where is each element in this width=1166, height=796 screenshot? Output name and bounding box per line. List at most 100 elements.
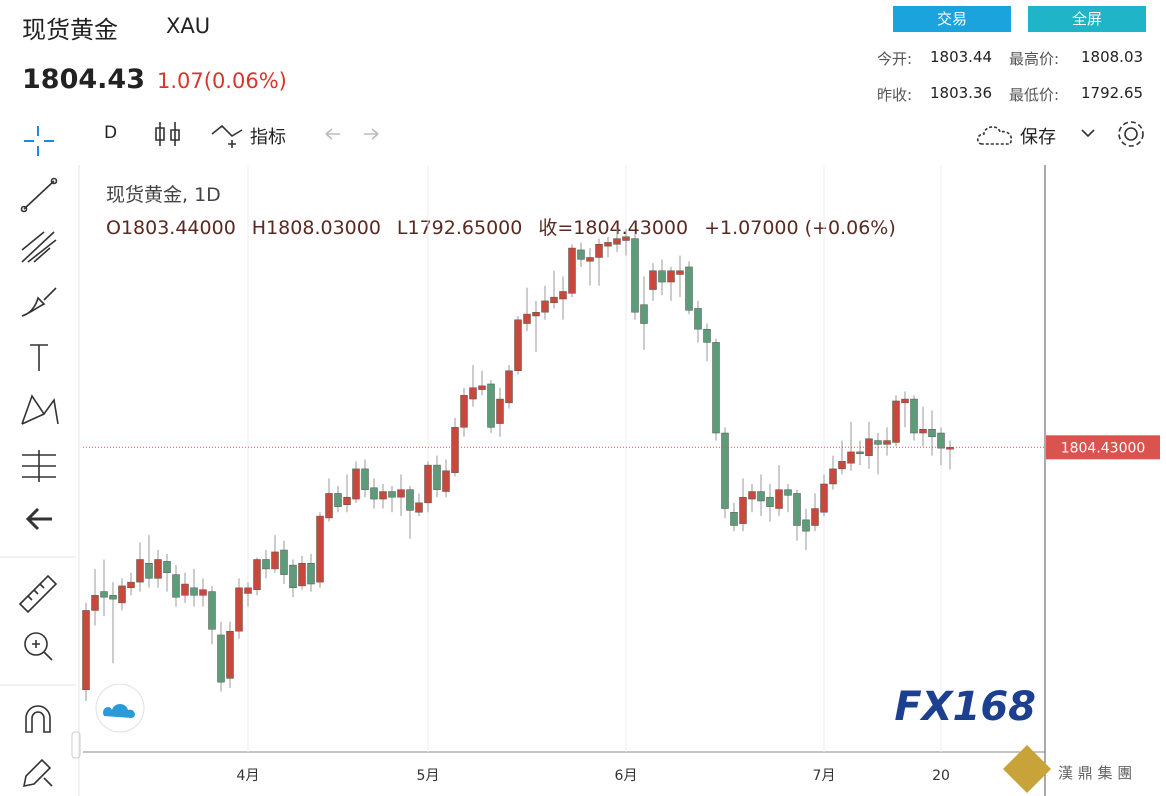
- x-tick-label: 7月: [813, 768, 836, 784]
- candle-body: [658, 270, 666, 283]
- separators: [0, 165, 1045, 796]
- candle-body: [784, 489, 792, 496]
- candle-body: [649, 270, 657, 290]
- save[interactable]: 保存: [1020, 127, 1056, 148]
- watermark-logo: FX168: [894, 684, 1036, 730]
- candle-body: [865, 438, 873, 456]
- candle-body: [604, 242, 612, 247]
- candle-body: [298, 563, 306, 587]
- candle-body: [118, 585, 126, 604]
- candle-body: [487, 383, 495, 428]
- candle-body: [217, 634, 225, 683]
- candle-body: [550, 296, 558, 304]
- candle-body: [586, 257, 594, 262]
- symbol: XAU: [166, 14, 211, 38]
- candle-body: [631, 238, 639, 313]
- candle-body: [208, 591, 216, 630]
- tool-icons: [24, 126, 54, 156]
- candle-body: [856, 451, 864, 455]
- candle-body: [532, 311, 540, 317]
- price-tag-label: 1804.43000: [1061, 440, 1146, 456]
- candle-body: [568, 247, 576, 294]
- candle-body: [190, 587, 198, 596]
- price: 1804.43: [22, 64, 145, 95]
- candle-body: [874, 440, 882, 445]
- candle-body: [136, 559, 144, 583]
- candle-body: [640, 304, 648, 324]
- candle-body: [910, 398, 918, 434]
- interval[interactable]: D: [104, 123, 118, 143]
- candle-body: [163, 561, 171, 573]
- candle-body: [820, 483, 828, 513]
- stat-value: 1803.44: [930, 48, 993, 66]
- candle-body: [226, 630, 234, 679]
- indicators[interactable]: 指标: [250, 127, 286, 148]
- fullscreen-button[interactable]: 全屏: [1028, 6, 1146, 32]
- candle-body: [730, 512, 738, 526]
- candle-body: [748, 491, 756, 500]
- candle-body: [109, 595, 117, 600]
- candle-body: [523, 313, 531, 324]
- candle-body: [262, 559, 270, 570]
- trade-button[interactable]: 交易: [893, 6, 1011, 32]
- candle-body: [433, 464, 441, 490]
- candle-body: [892, 400, 900, 443]
- candle-body: [721, 432, 729, 509]
- candle-body: [451, 427, 459, 473]
- x-tick-label: 6月: [615, 768, 638, 784]
- candle-body: [775, 489, 783, 509]
- candle-body: [181, 583, 189, 596]
- stat-label: 昨收:: [877, 86, 913, 104]
- candle-body: [415, 502, 423, 513]
- logo-icon: [103, 704, 135, 718]
- candle-body: [307, 563, 315, 585]
- candle-body: [883, 440, 891, 445]
- ohlc-value: L1792.65000: [396, 217, 523, 239]
- ohlc-value: 收=1804.43000: [538, 217, 689, 239]
- candle-body: [514, 319, 522, 371]
- candle-body: [577, 249, 585, 260]
- candle-body: [325, 493, 333, 519]
- candle-body: [145, 563, 153, 579]
- candle-body: [127, 581, 135, 589]
- candle-body: [442, 470, 450, 492]
- ohlc-legend: O1803.44000 H1808.03000 L1792.65000 收=1804.…: [106, 213, 912, 240]
- title: 现货黄金: [22, 16, 118, 44]
- candle-body: [478, 385, 486, 390]
- candle-body: [595, 244, 603, 258]
- watermark-company: 漢 鼎 集 團: [1058, 764, 1132, 782]
- candle-body: [271, 551, 279, 570]
- candle-body: [289, 564, 297, 589]
- candle-body: [541, 300, 549, 313]
- candle-body: [316, 515, 324, 583]
- candle-body: [829, 468, 837, 485]
- collapse-handle[interactable]: [71, 731, 81, 759]
- candle-body: [352, 468, 360, 500]
- candle-body: [793, 493, 801, 526]
- candle-body: [199, 589, 207, 596]
- candle-body: [919, 428, 927, 434]
- price-tag: [1046, 435, 1160, 460]
- candle-body: [766, 496, 774, 507]
- candle-body: [397, 489, 405, 498]
- candle-body: [280, 549, 288, 575]
- stat-value: 1808.03: [1081, 48, 1144, 66]
- candle-body: [928, 428, 936, 438]
- candle-body: [361, 468, 369, 490]
- ohlc-value: O1803.44000: [106, 217, 236, 239]
- candle-body: [505, 370, 513, 404]
- candle-body: [469, 387, 477, 400]
- candle-body: [172, 574, 180, 598]
- candle-body: [388, 491, 396, 498]
- x-tick-label: 5月: [417, 768, 440, 784]
- stat-value: 1792.65: [1081, 84, 1144, 102]
- candle-body: [901, 398, 909, 404]
- change: 1.07(0.06%): [157, 69, 287, 93]
- candle-body: [343, 496, 351, 505]
- logo-button[interactable]: [95, 683, 145, 733]
- candle-body: [802, 519, 810, 532]
- candle-body: [685, 266, 693, 311]
- candle-body: [379, 491, 387, 500]
